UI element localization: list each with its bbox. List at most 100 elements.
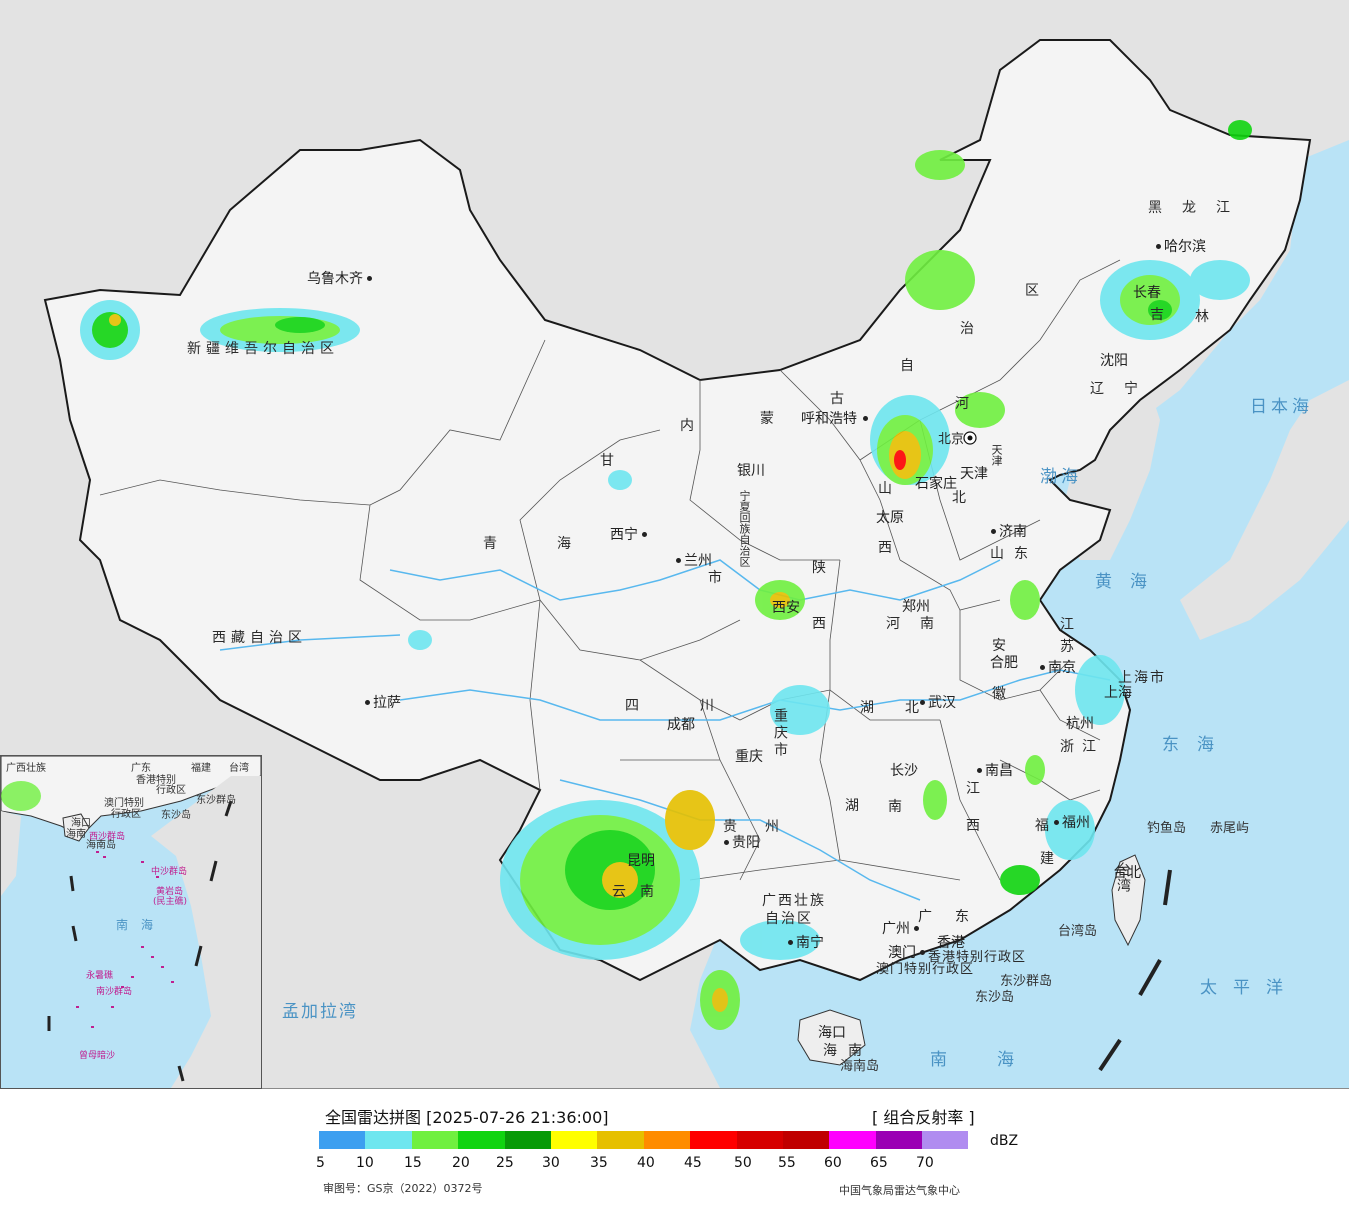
legend-swatch xyxy=(365,1131,412,1149)
city-nanjing[interactable]: 南京 xyxy=(1040,657,1076,677)
taiwan-land xyxy=(1111,854,1146,947)
city-taiyuan[interactable]: 太原 xyxy=(876,507,904,527)
province-hubei-a: 湖 xyxy=(860,700,879,716)
province-anhui-a: 安 xyxy=(992,638,1011,654)
city-hefei[interactable]: 合肥 xyxy=(990,652,1018,672)
inset-island-dots xyxy=(76,851,174,1028)
city-xining[interactable]: 西宁 xyxy=(610,524,650,544)
city-changchun[interactable]: 长春 xyxy=(1133,282,1161,302)
city-zhengzhou-label: 郑州 xyxy=(902,599,930,615)
city-changsha[interactable]: 长沙 xyxy=(890,760,918,780)
radar-mosaic-map[interactable]: 新疆维吾尔自治区 西藏自治区 青海 甘 内 蒙 古 自 治 区 黑龙江 吉 林 … xyxy=(0,0,1349,1089)
inset-huangyan: 黄岩岛 xyxy=(156,887,184,897)
city-hefei-label: 合肥 xyxy=(990,655,1018,671)
city-taiyuan-label: 太原 xyxy=(876,510,904,526)
city-guiyang[interactable]: 贵阳 xyxy=(724,832,760,852)
city-nanchang-label: 南昌 xyxy=(985,763,1013,779)
city-tianjin[interactable]: 天津 xyxy=(960,463,988,483)
city-chongqing[interactable]: 重庆 xyxy=(735,746,763,766)
city-tianjin-label: 天津 xyxy=(960,466,988,482)
legend-swatch xyxy=(504,1131,551,1149)
city-xian[interactable]: 西安 xyxy=(772,597,800,617)
sea-east: 东海 xyxy=(1162,735,1232,755)
province-xizang: 西藏自治区 xyxy=(212,630,307,646)
city-nanning[interactable]: 南宁 xyxy=(788,932,824,952)
city-changchun-label: 长春 xyxy=(1133,285,1161,301)
city-fuzhou[interactable]: 福州 xyxy=(1054,812,1090,832)
inset-minzhu: (民主礁) xyxy=(153,897,188,907)
province-hebei-b: 北 xyxy=(952,490,971,506)
city-nanchang[interactable]: 南昌 xyxy=(977,760,1013,780)
city-dot xyxy=(977,767,982,773)
legend-swatch xyxy=(829,1131,876,1149)
inset-macao-b: 行政区 xyxy=(111,809,141,820)
city-jinan-label: 济南 xyxy=(999,524,1027,540)
city-dot xyxy=(724,839,729,845)
legend-tick-row: 5 10 15 20 25 30 35 40 45 50 55 60 65 70 xyxy=(300,1155,1020,1175)
province-gansu-a: 甘 xyxy=(600,453,619,469)
province-sichuan-b: 川 xyxy=(700,698,719,714)
city-lanzhou[interactable]: 兰州 xyxy=(676,550,712,570)
city-dot xyxy=(920,699,925,705)
inset-hainan-island: 海南岛 xyxy=(86,840,116,851)
maritime-boundary xyxy=(1098,869,1172,1072)
city-harbin[interactable]: 哈尔滨 xyxy=(1156,236,1206,256)
province-guizhou-a: 贵 xyxy=(723,819,742,835)
city-kunming-label: 昆明 xyxy=(627,853,655,869)
legend-tick-label: 10 xyxy=(356,1155,374,1171)
city-jinan[interactable]: 济南 xyxy=(991,521,1027,541)
legend-tick-label: 50 xyxy=(734,1155,752,1171)
city-shijiazhuang[interactable]: 石家庄 xyxy=(915,473,957,493)
sea-bohai: 渤海 xyxy=(1040,467,1082,487)
city-harbin-label: 哈尔滨 xyxy=(1164,239,1206,255)
city-lhasa[interactable]: 拉萨 xyxy=(365,692,401,712)
city-macao[interactable]: 澳门 xyxy=(888,942,928,962)
province-qinghai: 青海 xyxy=(483,536,631,552)
city-hohhot[interactable]: 呼和浩特 xyxy=(801,408,871,428)
inset-haikou: 海口 xyxy=(71,818,91,829)
inset-sea-south-b: 海 xyxy=(141,918,154,932)
city-haikou[interactable]: 海口 xyxy=(818,1022,846,1042)
inset-hk-a: 香港特别 xyxy=(136,775,176,786)
city-dot xyxy=(367,275,372,281)
province-anhui-b: 徽 xyxy=(992,686,1011,702)
province-henan: 河南 xyxy=(886,616,954,632)
province-jiangsu-b: 苏 xyxy=(1060,639,1079,655)
legend-tick-label: 35 xyxy=(590,1155,608,1171)
city-yinchuan[interactable]: 银川 xyxy=(737,460,765,480)
legend-swatch xyxy=(458,1131,505,1149)
radar-echoes xyxy=(80,120,1252,1030)
legend-tick-label: 60 xyxy=(824,1155,842,1171)
inset-xisha: 西沙群岛 xyxy=(89,832,126,842)
city-wuhan[interactable]: 武汉 xyxy=(920,692,956,712)
legend-swatch xyxy=(597,1131,644,1149)
city-dot xyxy=(914,925,919,931)
city-chengdu[interactable]: 成都 xyxy=(667,714,695,734)
province-taiwan: 台湾 xyxy=(1115,862,1131,894)
inset-macao-a: 澳门特别 xyxy=(104,798,144,809)
city-shanghai-label: 上海 xyxy=(1104,685,1132,701)
city-shijiazhuang-label: 石家庄 xyxy=(915,476,957,492)
province-guangxi-a: 广西壮族 xyxy=(762,893,826,909)
legend-panel: 全国雷达拼图 [2025-07-26 21:36:00] [ 组合反射率 ] 5… xyxy=(0,1089,1349,1208)
inset-guangdong: 广东 xyxy=(131,763,151,774)
city-urumqi[interactable]: 乌鲁木齐 xyxy=(307,268,375,288)
province-fujian-a: 福 xyxy=(1035,818,1054,834)
city-shanghai[interactable]: 上海 xyxy=(1104,682,1132,702)
city-hongkong[interactable]: 香港 xyxy=(937,932,965,952)
city-shenyang[interactable]: 沈阳 xyxy=(1100,350,1128,370)
province-hainan-b: 南 xyxy=(848,1043,867,1059)
legend-tick-label: 25 xyxy=(496,1155,514,1171)
city-taipei[interactable]: 台北 xyxy=(1113,862,1141,882)
city-dot xyxy=(1040,664,1045,670)
city-guangzhou[interactable]: 广州 xyxy=(882,918,922,938)
province-lanzhou-shi: 市 xyxy=(708,570,727,586)
city-hangzhou[interactable]: 杭州 xyxy=(1066,713,1094,733)
city-kunming[interactable]: 昆明 xyxy=(627,850,655,870)
island-dongsha: 东沙岛 xyxy=(975,990,1015,1005)
city-haikou-label: 海口 xyxy=(818,1025,846,1041)
city-zhengzhou[interactable]: 郑州 xyxy=(902,596,930,616)
province-shanghai: 上海市 xyxy=(1118,670,1166,686)
inset-nansha: 南沙群岛 xyxy=(96,987,133,997)
province-neimeng-1: 内 xyxy=(680,418,699,434)
